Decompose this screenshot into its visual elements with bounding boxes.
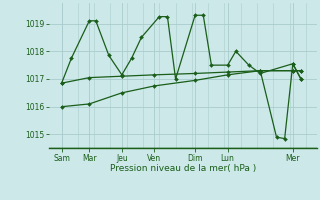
X-axis label: Pression niveau de la mer( hPa ): Pression niveau de la mer( hPa ) [110, 164, 256, 173]
